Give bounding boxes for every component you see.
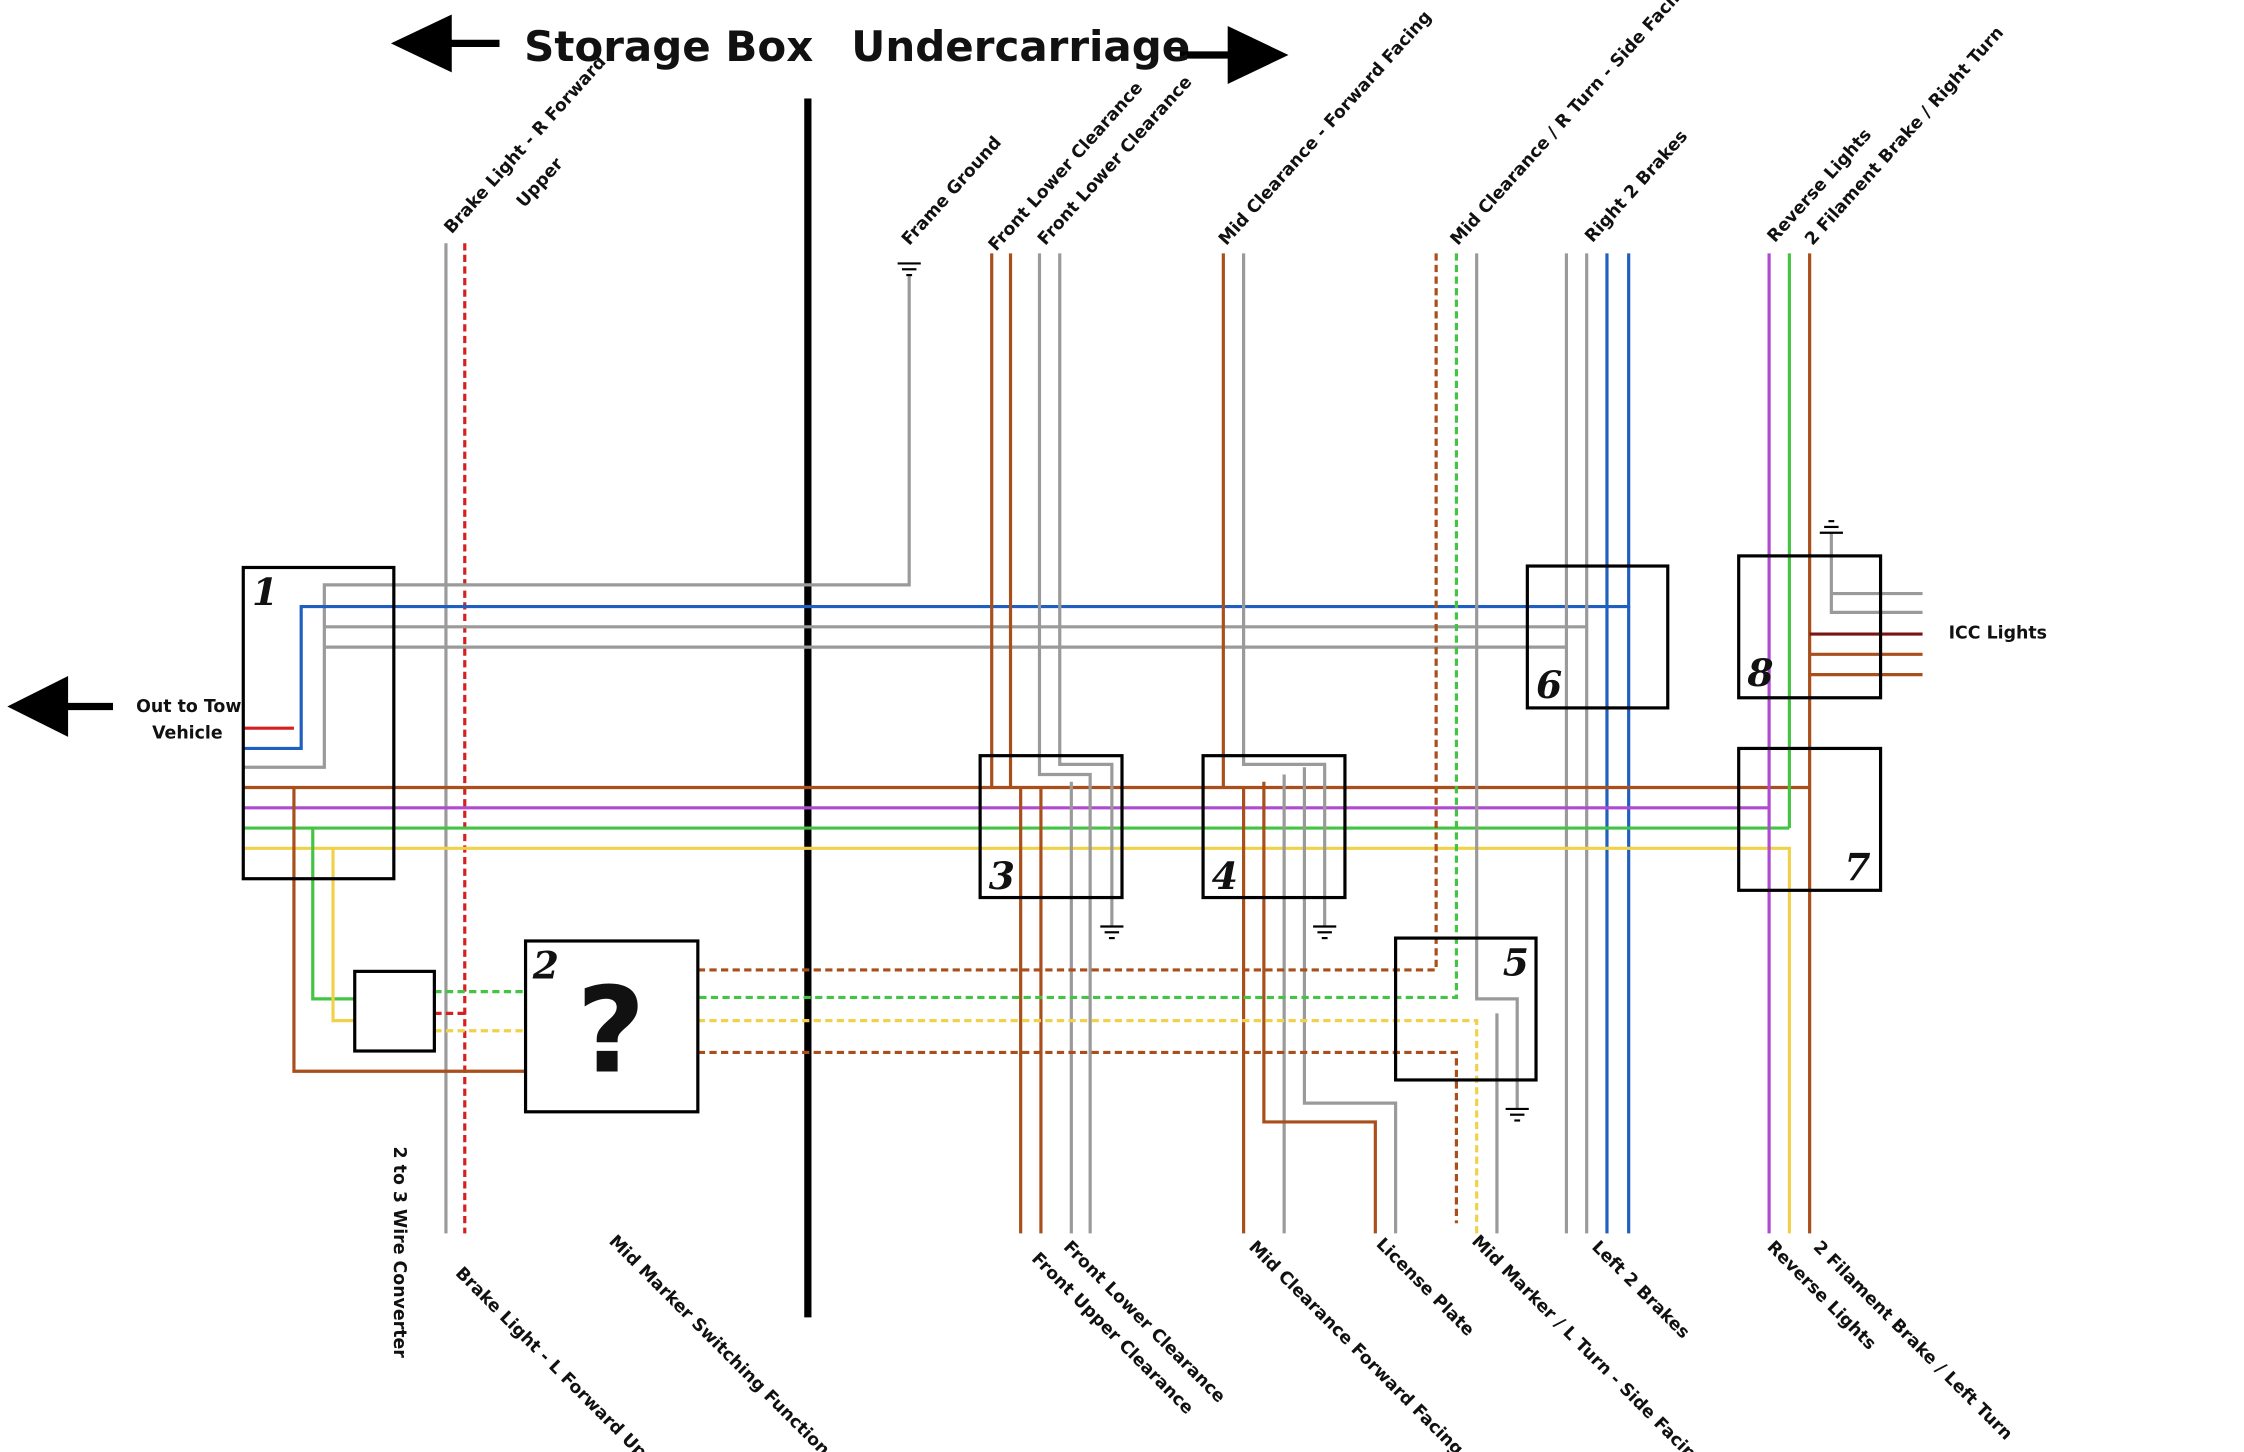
box-number: 7	[1844, 845, 1870, 889]
wire-label: 2 to 3 Wire Converter	[389, 1147, 409, 1359]
boxes	[241, 554, 1883, 1114]
wire-label: Front Lower Clearance	[1059, 1237, 1229, 1407]
box-number: 1	[252, 570, 278, 614]
wire-label: Left 2 Brakes	[1588, 1237, 1694, 1343]
box-number: 8	[1746, 651, 1773, 695]
wire-label: License Plate	[1372, 1234, 1478, 1340]
wire-label: Mid Marker Switching Function	[605, 1231, 834, 1452]
wire-label: Mid Clearance / R Turn - Side Facing	[1447, 0, 1697, 249]
box-number: 6	[1536, 663, 1562, 707]
wire-label: Brake Light - L Forward Upper	[451, 1263, 674, 1452]
box-number: 4	[1212, 854, 1238, 898]
wire-label: 2 Filament Brake / Left Turn	[1809, 1237, 2016, 1444]
arrows	[7, 14, 1289, 737]
box-number: 3	[989, 854, 1015, 898]
unknown-box: ?	[577, 961, 646, 1099]
box-number: 2	[532, 944, 559, 988]
tow-label: Vehicle	[152, 723, 223, 743]
bottom-labels: 2 to 3 Wire Converter Brake Light - L Fo…	[389, 1147, 2016, 1452]
wire-label: Right 2 Brakes	[1581, 127, 1692, 247]
wire-label: Frame Ground	[898, 133, 1006, 250]
wire-label: 2 Filament Brake / Right Turn	[1801, 23, 2008, 249]
wire-label: Mid Marker / L Turn - Side Facing	[1467, 1231, 1708, 1452]
header-left: Storage Box	[524, 22, 813, 71]
box-number: 5	[1503, 941, 1529, 985]
header-right: Undercarriage	[851, 22, 1190, 71]
wires	[243, 243, 1923, 1234]
grounds	[897, 262, 1843, 1122]
wire-label: Mid Clearance Forward Facing	[1244, 1237, 1466, 1452]
icc-label: ICC Lights	[1949, 623, 2047, 643]
tow-label: Out to Tow	[136, 697, 241, 717]
